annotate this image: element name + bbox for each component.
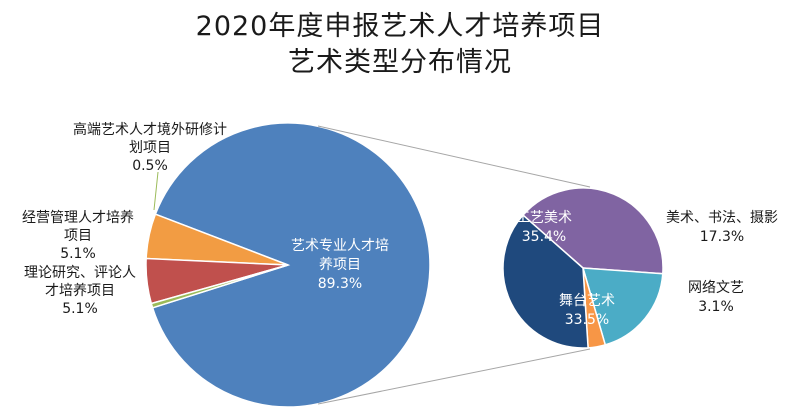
sub-slice-1-label: 工艺美术 35.4% xyxy=(516,210,572,245)
main-slice-4-label: 高端艺术人才境外研修计划项目 0.5% xyxy=(73,121,227,174)
sub-slice-3-value-label: 3.1% xyxy=(698,299,734,315)
main-slice-3-value-label: 5.1% xyxy=(60,246,96,262)
main-slice-3-label-line: 经营管理人才培养 xyxy=(22,210,134,226)
main-slice-4-value-label: 0.5% xyxy=(132,158,168,174)
sub-slice-2-value-label: 17.3% xyxy=(700,229,744,245)
main-slice-3-label: 经营管理人才培养项目 5.1% xyxy=(22,210,134,262)
sub-pie-slice xyxy=(502,214,589,349)
sub-slice-4-value-label: 33.5% xyxy=(565,312,609,328)
sub-slice-4-label: 舞台艺术 33.5% xyxy=(559,293,615,328)
main-slice-1-label-line: 养项目 xyxy=(319,257,361,273)
main-slice-2-label: 理论研究、评论人才培养项目 5.1% xyxy=(24,265,136,317)
sub-pie-slice xyxy=(521,187,664,275)
main-pie-slice xyxy=(151,122,431,408)
main-slice-3-label-line: 项目 xyxy=(64,228,92,244)
main-slice-1-label-line: 艺术专业人才培 xyxy=(291,238,389,254)
sub-slice-3-label-line: 网络文艺 xyxy=(688,280,744,296)
main-slice-2-label-line: 才培养项目 xyxy=(45,283,115,299)
leader-line xyxy=(153,171,159,211)
connector-line xyxy=(317,348,591,405)
sub-slice-2-label: 美术、书法、摄影 17.3% xyxy=(666,210,778,245)
connector-line xyxy=(317,125,591,188)
sub-slice-1-value-label: 35.4% xyxy=(522,229,566,245)
main-slice-1-value-label: 89.3% xyxy=(318,276,362,292)
chart-title-line-2: 艺术类型分布情况 xyxy=(288,47,512,78)
sub-slice-1-label-line: 工艺美术 xyxy=(516,210,572,226)
main-pie-slice xyxy=(150,264,289,309)
main-slice-4-label-line: 划项目 xyxy=(129,140,171,156)
main-slice-1-label: 艺术专业人才培养项目 89.3% xyxy=(291,238,389,292)
main-slice-2-label-line: 理论研究、评论人 xyxy=(24,265,136,281)
sub-slice-3-label: 网络文艺 3.1% xyxy=(688,280,744,315)
main-slice-2-value-label: 5.1% xyxy=(62,301,98,317)
main-slice-4-label-line: 高端艺术人才境外研修计 xyxy=(73,121,227,138)
sub-slice-4-label-line: 舞台艺术 xyxy=(559,293,615,309)
sub-pie-slice xyxy=(581,267,664,346)
chart-title-line-1: 2020年度申报艺术人才培养项目 xyxy=(195,11,605,42)
sub-slice-2-label-line: 美术、书法、摄影 xyxy=(666,210,778,226)
